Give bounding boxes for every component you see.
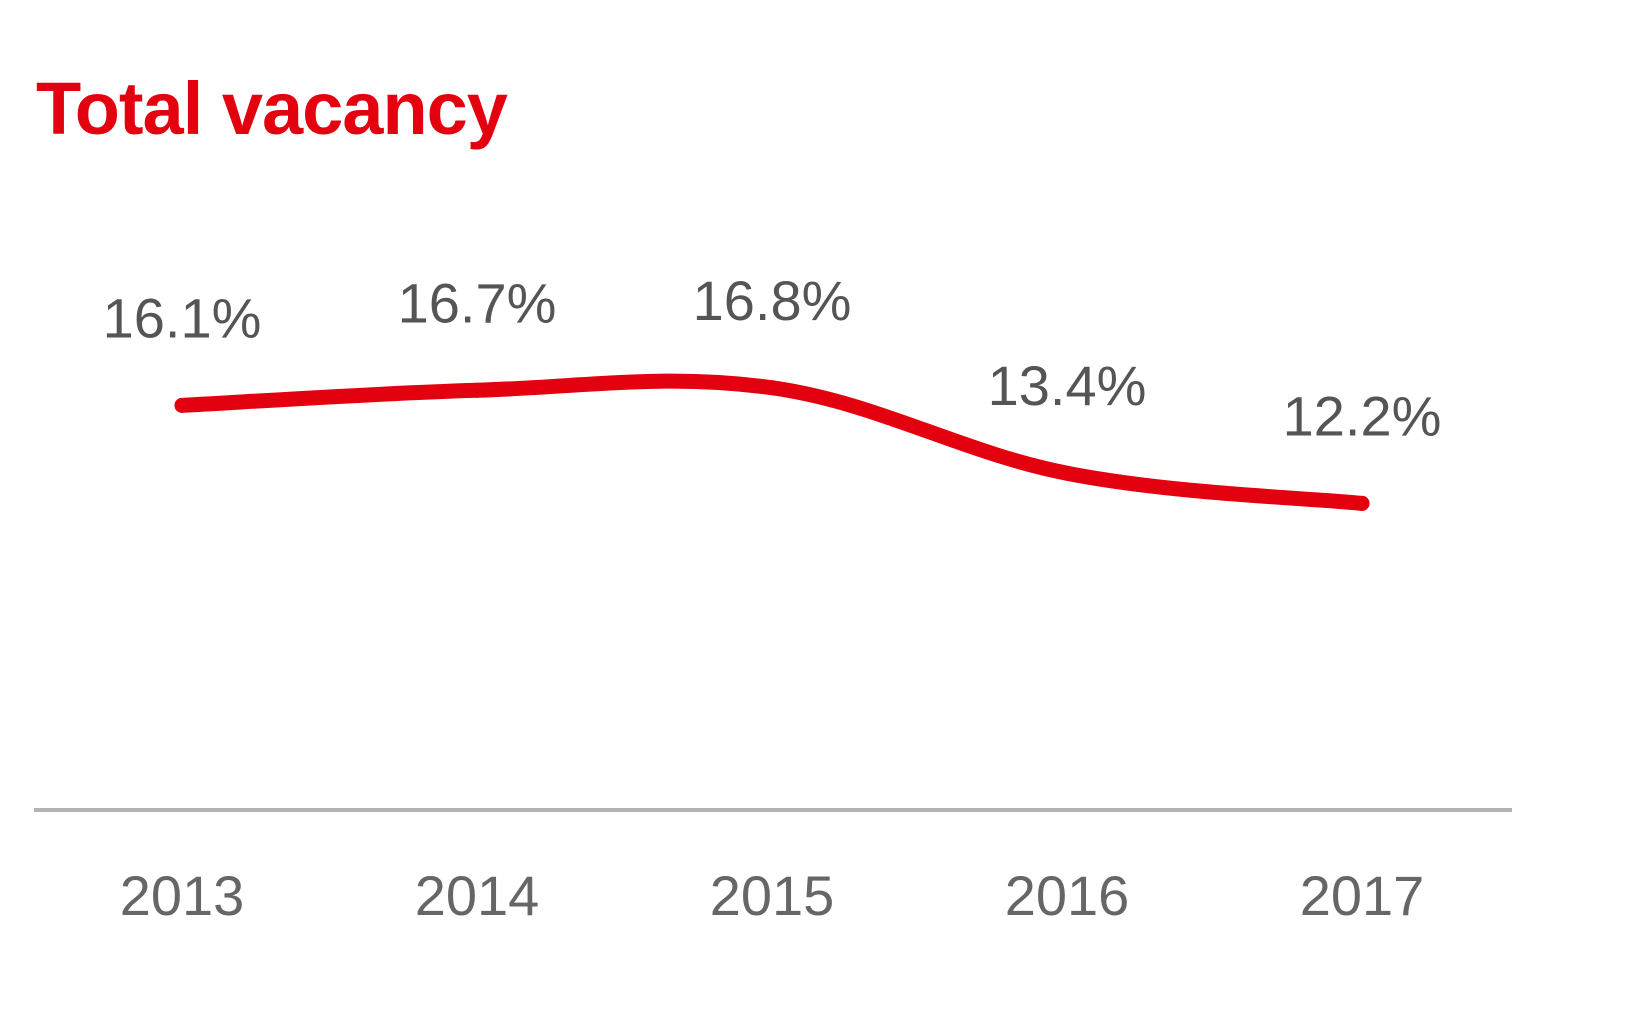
- x-axis-ticks: 2013 2014 2015 2016 2017: [120, 864, 1425, 927]
- chart-title: Total vacancy: [36, 67, 508, 150]
- data-label-2016: 13.4%: [988, 354, 1147, 417]
- data-label-2014: 16.7%: [398, 271, 557, 334]
- data-point-2013: [174, 397, 190, 413]
- x-tick-label-2014: 2014: [415, 864, 540, 927]
- data-label-2013: 16.1%: [103, 286, 262, 349]
- series-line: [174, 373, 1370, 511]
- data-label-2015: 16.8%: [693, 269, 852, 332]
- data-point-2016: [1059, 465, 1075, 481]
- x-tick-label-2015: 2015: [710, 864, 835, 927]
- data-labels: 16.1% 16.7% 16.8% 13.4% 12.2%: [103, 269, 1442, 448]
- data-point-2017: [1354, 495, 1370, 511]
- x-tick-label-2017: 2017: [1300, 864, 1425, 927]
- x-tick-label-2013: 2013: [120, 864, 245, 927]
- data-point-2014: [469, 382, 485, 398]
- data-label-2017: 12.2%: [1283, 384, 1442, 447]
- x-tick-label-2016: 2016: [1005, 864, 1130, 927]
- data-points: [174, 380, 1370, 511]
- data-point-2015: [764, 380, 780, 396]
